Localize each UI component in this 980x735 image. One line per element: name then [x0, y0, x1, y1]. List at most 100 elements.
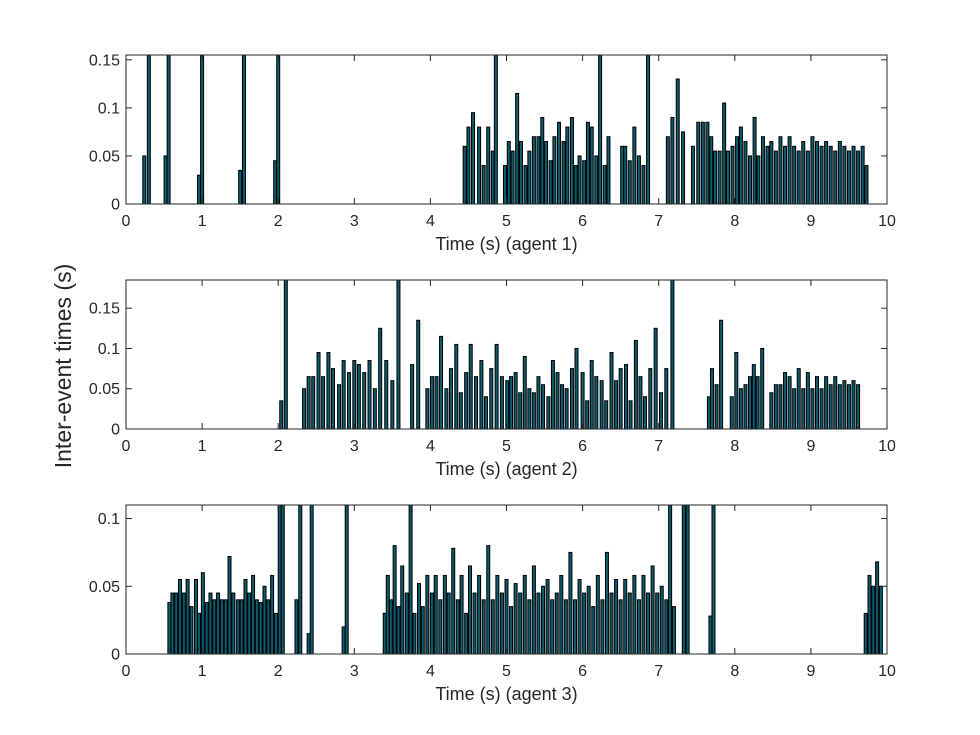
bar	[805, 372, 810, 430]
bar	[468, 343, 473, 430]
bar	[609, 351, 614, 430]
y-tick-label: 0.1	[98, 341, 120, 358]
bar	[531, 392, 536, 430]
x-tick-label: 7	[654, 438, 663, 455]
x-tick-label: 4	[426, 213, 435, 230]
bar	[372, 388, 377, 430]
bar	[554, 592, 559, 655]
bar	[298, 504, 303, 655]
bar	[568, 551, 573, 655]
bar	[146, 54, 151, 205]
bar	[346, 372, 351, 430]
bar	[451, 547, 456, 655]
bar	[352, 360, 357, 430]
bar	[479, 360, 484, 430]
bar	[464, 612, 469, 655]
x-tick-label: 3	[350, 438, 359, 455]
bar	[254, 599, 259, 655]
y-tick-label: 0.1	[98, 100, 120, 117]
bar	[709, 368, 714, 430]
x-tick-label: 7	[654, 213, 663, 230]
bar	[541, 384, 546, 430]
bar	[412, 612, 417, 655]
bar	[326, 351, 331, 430]
x-tick-label: 7	[654, 663, 663, 680]
bar	[166, 54, 171, 205]
subplot-agent-3: 0 1 2 3 4 5 6 7 8 9 10 0 0.05 0.1 Time (s) (agent 3)	[89, 504, 896, 704]
bar	[796, 150, 801, 205]
y-tick-label: 0.05	[89, 579, 120, 596]
bar	[510, 150, 515, 205]
bar	[598, 54, 603, 205]
bar	[518, 592, 523, 655]
bar	[462, 145, 467, 205]
x-tick-label: 5	[502, 438, 511, 455]
bar	[515, 92, 520, 205]
x-tick-label: 9	[806, 213, 815, 230]
bar	[490, 150, 495, 205]
bar	[664, 599, 669, 655]
bar	[552, 136, 557, 205]
bar	[471, 112, 476, 205]
bar	[563, 599, 568, 655]
x-tick-label: 6	[578, 663, 587, 680]
bar	[756, 155, 761, 205]
bar	[565, 126, 570, 205]
bar	[262, 585, 267, 655]
bar	[572, 599, 577, 655]
x-axis-label: Time (s) (agent 1)	[435, 234, 577, 254]
bar	[362, 372, 367, 430]
y-tick-label: 0.1	[98, 511, 120, 528]
bar	[734, 351, 739, 430]
bar	[760, 347, 765, 430]
bar	[489, 368, 494, 430]
x-tick-label: 4	[426, 663, 435, 680]
bar	[769, 141, 774, 205]
y-tick-label: 0.15	[89, 52, 120, 69]
bar	[197, 612, 202, 655]
bar	[459, 574, 464, 655]
bar	[878, 585, 883, 655]
bar	[337, 384, 342, 430]
bar	[755, 376, 760, 430]
bar	[223, 599, 228, 655]
bar	[396, 606, 401, 655]
bar	[636, 155, 641, 205]
x-tick-label: 10	[878, 213, 896, 230]
bar	[390, 380, 395, 430]
bar	[280, 504, 285, 655]
bar	[641, 165, 646, 205]
bar	[557, 121, 562, 205]
bar	[748, 155, 753, 205]
bar	[494, 343, 499, 430]
bar	[582, 592, 587, 655]
bar	[442, 574, 447, 655]
bar	[842, 380, 847, 430]
bar	[824, 141, 829, 205]
bar	[396, 279, 401, 430]
bar	[564, 388, 569, 430]
bar	[499, 376, 504, 430]
bar	[238, 169, 243, 205]
bar	[600, 599, 605, 655]
bar	[819, 145, 824, 205]
bar	[227, 555, 232, 655]
bar	[185, 579, 190, 655]
bar	[851, 380, 856, 430]
bar	[765, 145, 770, 205]
x-tick-label: 8	[730, 438, 739, 455]
bar	[392, 545, 397, 655]
bar	[518, 141, 523, 205]
x-tick-label: 1	[198, 213, 207, 230]
x-tick-label: 1	[198, 663, 207, 680]
bar	[536, 136, 541, 205]
y-tick-label: 0	[111, 197, 120, 214]
x-tick-label: 1	[198, 438, 207, 455]
bar-series	[279, 279, 861, 430]
bar	[410, 364, 415, 430]
x-tick-label: 10	[878, 438, 896, 455]
bar	[665, 136, 670, 205]
bar	[541, 585, 546, 655]
bar	[522, 574, 527, 655]
